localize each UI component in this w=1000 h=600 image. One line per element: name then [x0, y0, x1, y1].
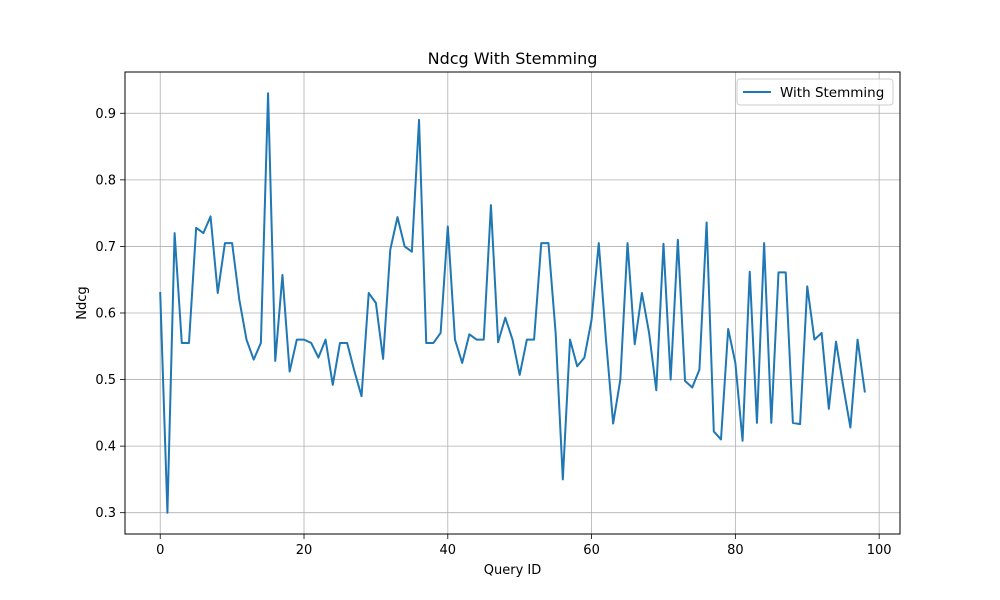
- y-axis-label: Ndcg: [75, 286, 90, 319]
- axis-ticks: 0 20 40 60 80 100 0.3 0.4 0.5 0.6 0.7 0.8 0.9: [95, 107, 891, 558]
- y-tick-label: 0.5: [95, 373, 116, 388]
- x-tick-label: 0: [156, 543, 164, 558]
- legend-label: With Stemming: [780, 85, 884, 101]
- y-tick-label: 0.3: [95, 506, 116, 521]
- chart-title: Ndcg With Stemming: [428, 49, 598, 68]
- x-axis-label: Query ID: [484, 563, 541, 578]
- plot-area-frame: [124, 71, 901, 535]
- y-tick-label: 0.4: [95, 440, 116, 455]
- legend: With Stemming: [736, 78, 894, 106]
- y-tick-label: 0.9: [95, 107, 116, 122]
- y-tick-label: 0.8: [95, 173, 116, 188]
- x-tick-label: 60: [583, 543, 600, 558]
- y-tick-label: 0.6: [95, 306, 116, 321]
- grid-lines: [125, 72, 900, 534]
- x-tick-label: 40: [440, 543, 457, 558]
- x-tick-label: 20: [296, 543, 313, 558]
- x-tick-label: 100: [867, 543, 892, 558]
- x-tick-label: 80: [727, 543, 744, 558]
- series-line: [159, 92, 866, 514]
- series-layer: [159, 92, 866, 514]
- legend-box: [736, 78, 894, 106]
- y-tick-label: 0.7: [95, 240, 116, 255]
